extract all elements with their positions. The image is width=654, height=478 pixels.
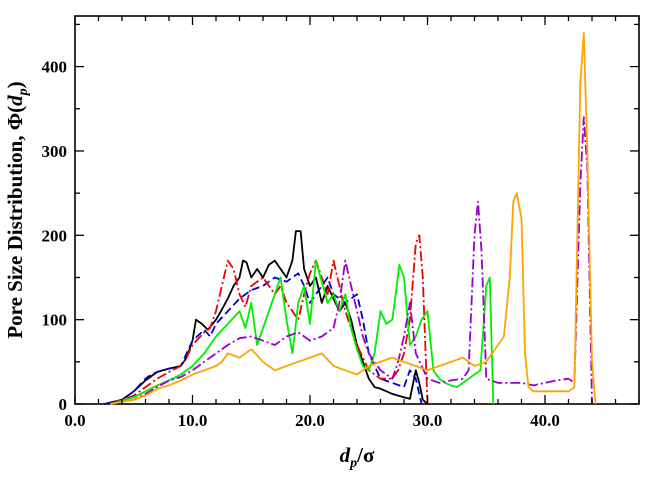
series-line-4 — [110, 259, 495, 405]
y-tick-label: 200 — [42, 226, 68, 245]
x-tick-label: 10.0 — [178, 411, 208, 430]
x-tick-label: 20.0 — [295, 411, 325, 430]
x-axis-title: dp/σ — [340, 443, 375, 471]
x-tick-label: 30.0 — [413, 411, 443, 430]
y-tick-label: 400 — [42, 58, 68, 77]
x-tick-label: 0.0 — [64, 411, 85, 430]
series-line-1 — [104, 230, 429, 405]
series-layer — [104, 32, 597, 405]
ticks-layer: 0.0 10.0 20.0 30.0 40.0 0 100 200 300 400 — [42, 16, 640, 430]
series-line-2 — [104, 272, 423, 405]
y-tick-label: 100 — [42, 311, 68, 330]
y-tick-label: 300 — [42, 142, 68, 161]
series-line-5 — [110, 116, 593, 405]
y-axis-title: Pore Size Distribution, Φ(dp) — [3, 81, 31, 338]
series-line-6 — [110, 32, 597, 405]
x-tick-label: 40.0 — [530, 411, 560, 430]
y-tick-label: 0 — [59, 395, 68, 414]
